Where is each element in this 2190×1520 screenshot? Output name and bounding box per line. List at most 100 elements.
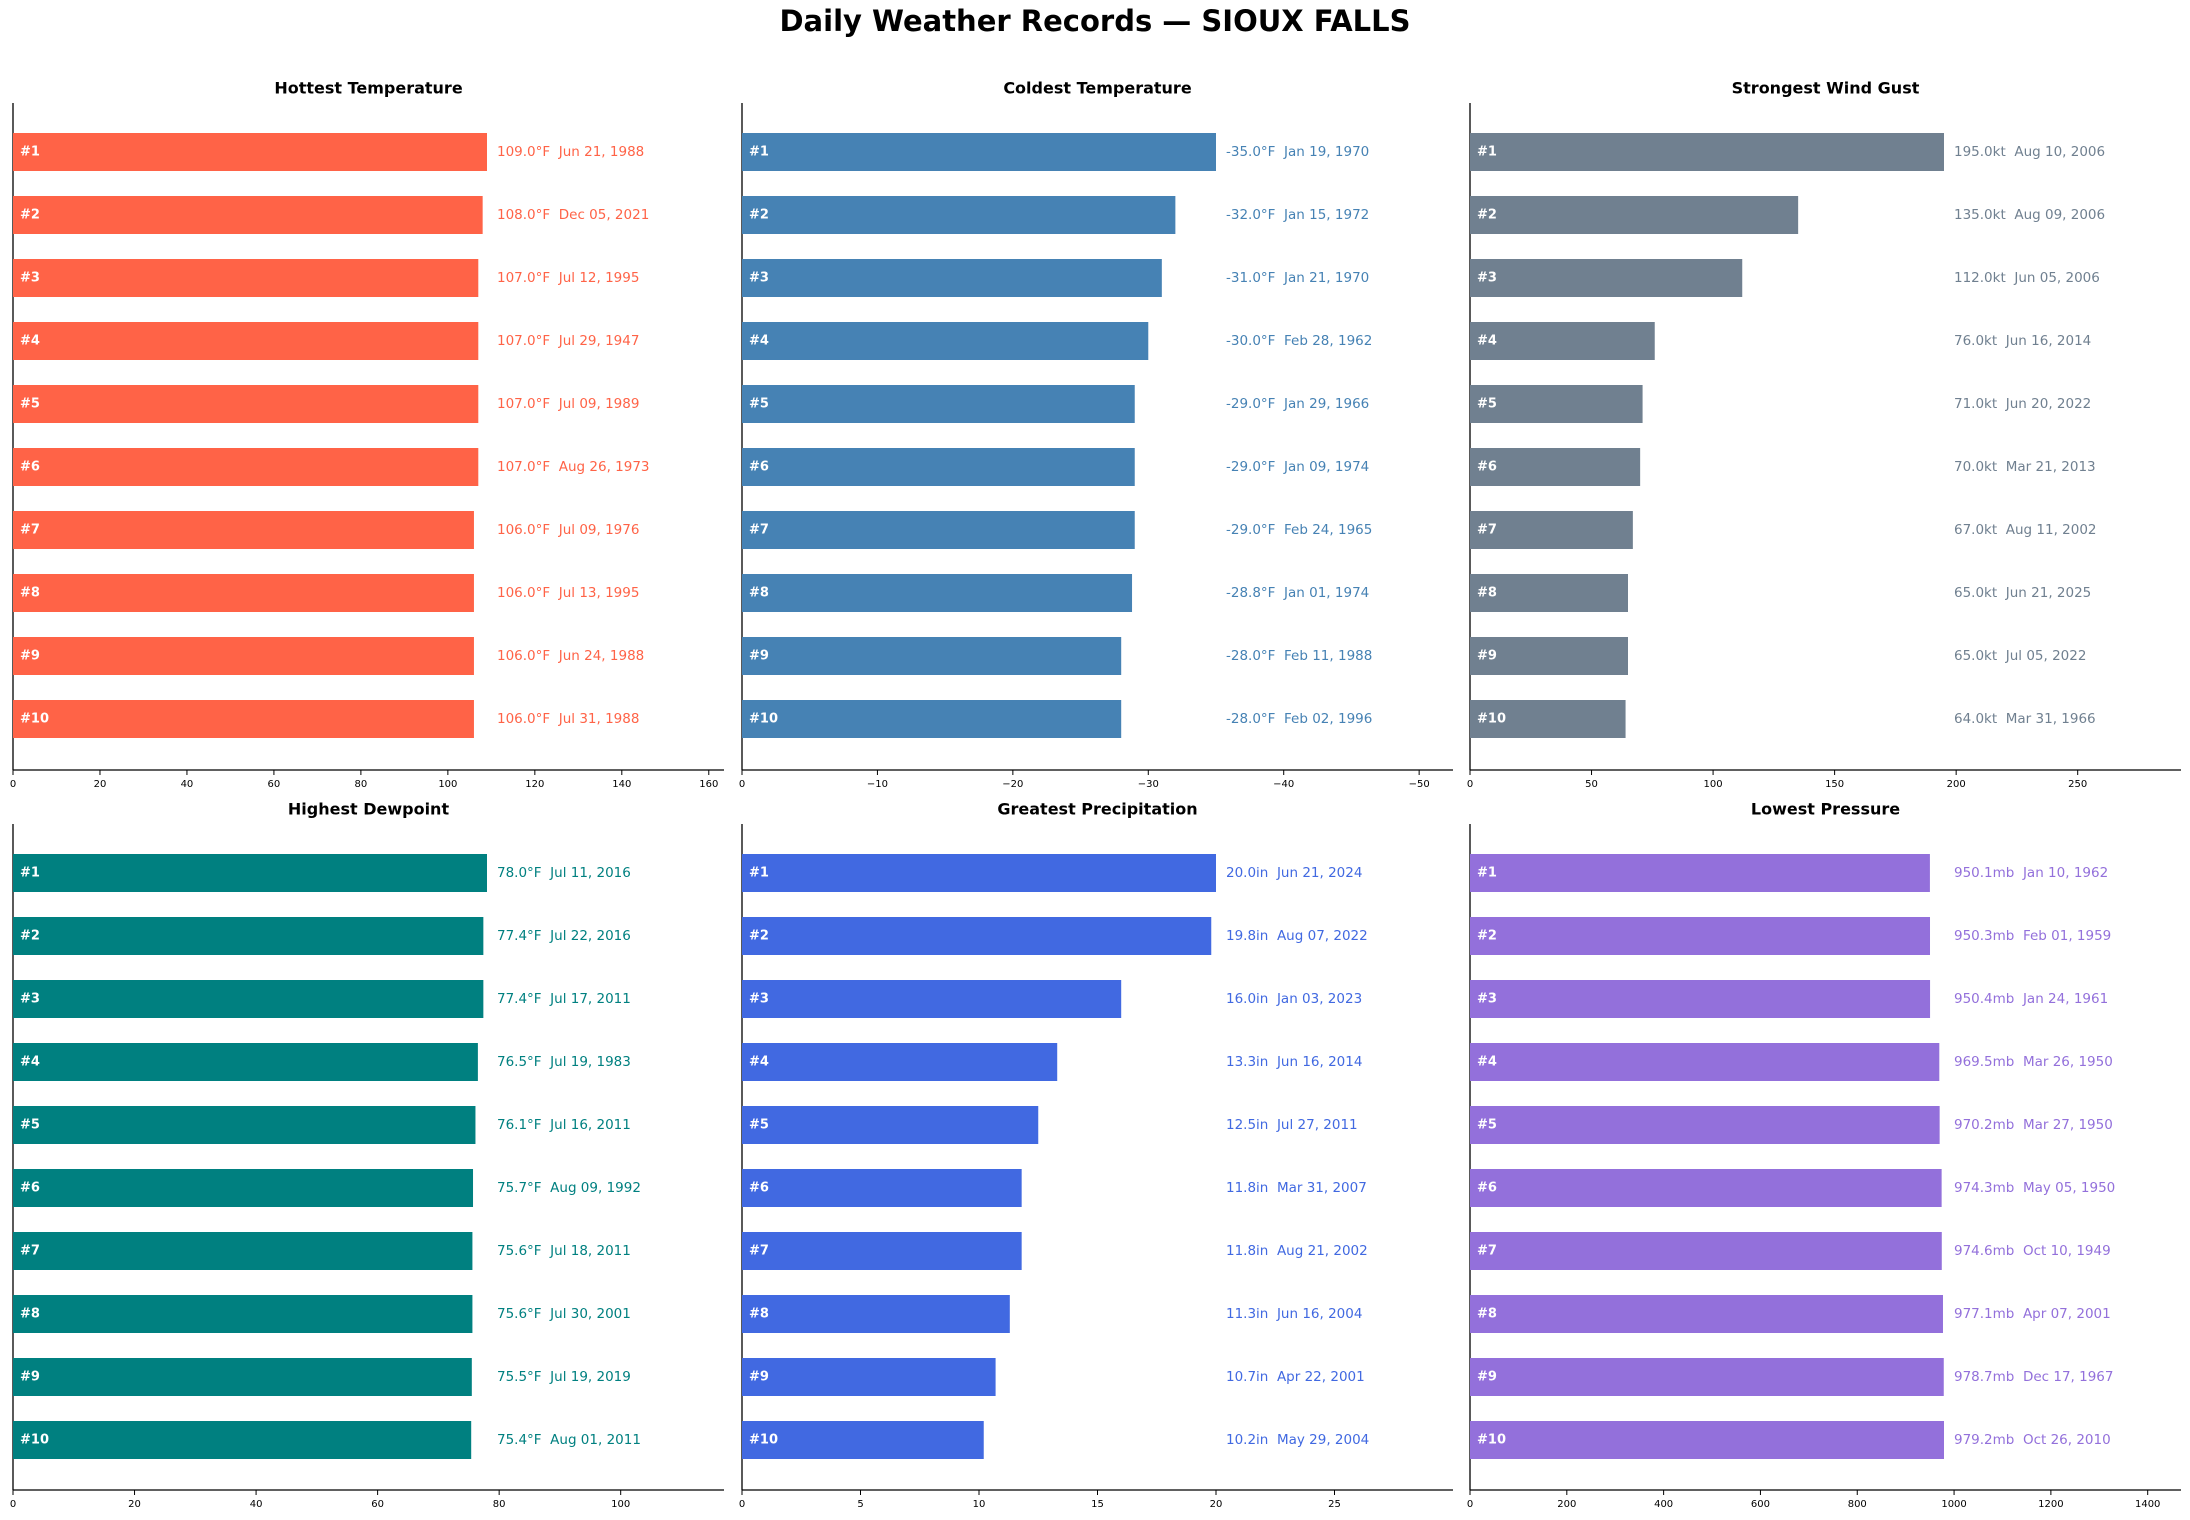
bar [742,1106,1039,1144]
x-tick-label: −30 [1138,779,1159,790]
x-tick-label: 600 [1751,1499,1770,1510]
panel-title: Hottest Temperature [274,79,463,98]
bar [1470,1169,1942,1207]
rank-label: #3 [749,992,769,1007]
rank-label: #5 [20,1118,40,1133]
rank-label: #5 [749,1118,769,1133]
bar [1470,1358,1944,1396]
rank-label: #8 [20,1307,40,1322]
x-tick-label: 0 [1467,779,1473,790]
rank-label: #10 [1477,712,1506,727]
bar [13,511,474,549]
value-label: 970.2mb Mar 27, 1950 [1954,1117,2113,1133]
rank-label: #2 [20,208,40,223]
bar [1470,637,1628,675]
bar [1470,196,1799,234]
rank-label: #2 [20,929,40,944]
rank-label: #4 [749,1055,769,1070]
rank-label: #3 [20,271,40,286]
rank-label: #3 [749,271,769,286]
x-tick-label: 800 [1848,1499,1867,1510]
bar [742,1295,1010,1333]
bar [1470,133,1944,171]
value-label: 77.4°F Jul 22, 2016 [497,928,631,944]
rank-label: #4 [1477,334,1497,349]
value-label: 135.0kt Aug 09, 2006 [1954,207,2105,223]
value-label: 16.0in Jan 03, 2023 [1226,991,1362,1007]
rank-label: #10 [749,712,778,727]
bar [13,700,474,738]
rank-label: #4 [749,334,769,349]
value-label: 950.3mb Feb 01, 1959 [1954,928,2111,944]
bar [1470,259,1743,297]
bar [742,700,1122,738]
value-label: 76.0kt Jun 16, 2014 [1954,333,2091,349]
x-tick-label: 20 [128,1499,141,1510]
bar [13,322,479,360]
x-tick-label: 60 [371,1499,384,1510]
x-tick-label: 200 [1947,779,1966,790]
bar [13,1421,472,1459]
x-tick-label: 25 [1328,1499,1341,1510]
rank-label: #3 [1477,992,1497,1007]
rank-label: #7 [20,1244,40,1259]
value-label: 969.5mb Mar 26, 1950 [1954,1054,2113,1070]
value-label: 70.0kt Mar 21, 2013 [1954,459,2096,475]
bar [742,133,1216,171]
rank-label: #10 [20,712,49,727]
bar [13,980,484,1018]
panel-title: Lowest Pressure [1751,800,1900,819]
value-label: 75.6°F Jul 30, 2001 [497,1306,631,1322]
bar [13,1295,473,1333]
rank-label: #5 [1477,397,1497,412]
value-label: 13.3in Jun 16, 2014 [1226,1054,1362,1070]
value-label: 75.7°F Aug 09, 1992 [497,1180,641,1196]
bar [13,448,479,486]
bar [742,196,1176,234]
x-tick-label: 40 [250,1499,263,1510]
x-tick-label: 5 [857,1499,863,1510]
rank-label: #9 [20,1370,40,1385]
value-label: 11.8in Aug 21, 2002 [1226,1243,1368,1259]
bar [13,196,483,234]
value-label: 974.3mb May 05, 1950 [1954,1180,2115,1196]
value-label: -28.8°F Jan 01, 1974 [1226,585,1369,601]
rank-label: #2 [1477,208,1497,223]
rank-label: #9 [1477,1370,1497,1385]
x-tick-label: 250 [2068,779,2087,790]
panel-title: Greatest Precipitation [997,800,1197,819]
value-label: -29.0°F Feb 24, 1965 [1226,522,1372,538]
x-tick-label: 150 [1825,779,1844,790]
bar [742,385,1135,423]
rank-label: #7 [1477,523,1497,538]
bar [13,133,487,171]
bar [13,1043,478,1081]
bar [13,385,479,423]
value-label: 19.8in Aug 07, 2022 [1226,928,1368,944]
rank-label: #5 [20,397,40,412]
bar [1470,917,1931,955]
rank-label: #1 [20,866,40,881]
rank-label: #4 [20,334,40,349]
value-label: 950.1mb Jan 10, 1962 [1954,865,2108,881]
x-tick-label: 100 [1704,779,1723,790]
x-tick-label: 40 [181,779,194,790]
bar [1470,574,1628,612]
rank-label: #1 [20,145,40,160]
rank-label: #1 [749,866,769,881]
bar [1470,385,1643,423]
panel-title: Highest Dewpoint [288,800,450,819]
x-tick-label: 20 [1210,1499,1223,1510]
x-tick-label: 0 [10,1499,16,1510]
x-tick-label: 100 [611,1499,630,1510]
x-tick-label: 60 [268,779,281,790]
bar [13,574,474,612]
rank-label: #7 [749,523,769,538]
x-tick-label: 200 [1557,1499,1576,1510]
value-label: -28.0°F Feb 02, 1996 [1226,711,1372,727]
bar [742,1043,1058,1081]
bar [1470,980,1931,1018]
rank-label: #3 [1477,271,1497,286]
value-label: 979.2mb Oct 26, 2010 [1954,1432,2111,1448]
